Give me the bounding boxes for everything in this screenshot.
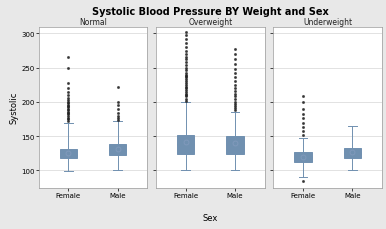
- PathPatch shape: [59, 149, 77, 158]
- PathPatch shape: [227, 137, 244, 154]
- Y-axis label: Systolic: Systolic: [9, 92, 18, 124]
- Title: Underweight: Underweight: [303, 18, 352, 27]
- PathPatch shape: [344, 148, 361, 158]
- PathPatch shape: [295, 152, 312, 163]
- Title: Overweight: Overweight: [188, 18, 232, 27]
- Text: Sex: Sex: [203, 213, 218, 222]
- Title: Normal: Normal: [79, 18, 107, 27]
- PathPatch shape: [177, 135, 194, 154]
- PathPatch shape: [109, 144, 126, 156]
- Text: Systolic Blood Pressure BY Weight and Sex: Systolic Blood Pressure BY Weight and Se…: [92, 7, 329, 17]
